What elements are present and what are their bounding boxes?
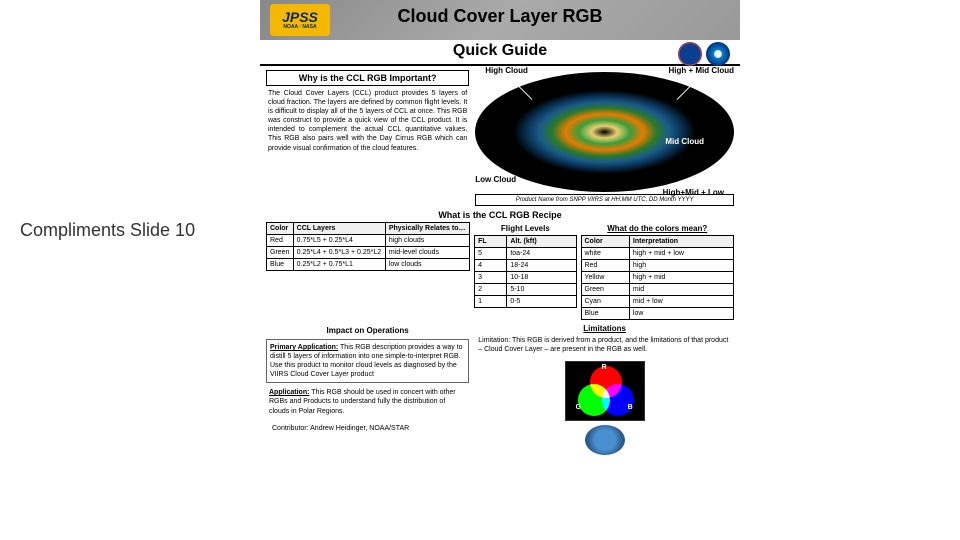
table-row: Yellowhigh + mid xyxy=(581,272,734,284)
mid-tables: Color CCL Layers Physically Relates to… … xyxy=(260,222,740,320)
subtitle: Quick Guide xyxy=(260,40,740,64)
table-row: FLAlt. (kft) xyxy=(475,236,576,248)
header: JPSS NOAA · NASA Cloud Cover Layer RGB Q… xyxy=(260,0,740,66)
table-row: 25-10 xyxy=(475,284,576,296)
recipe-table: Color CCL Layers Physically Relates to… … xyxy=(266,222,470,271)
ann-high-mid-cloud: High + Mid Cloud xyxy=(668,66,734,75)
table-row: whitehigh + mid + low xyxy=(581,248,734,260)
app-box: Application: This RGB should be used in … xyxy=(266,385,469,418)
rgb-venn-diagram: R G B xyxy=(565,361,645,421)
lim-header: Limitations xyxy=(475,324,734,333)
table-row: Color CCL Layers Physically Relates to… xyxy=(267,223,470,235)
ann-high-mid-low: High+Mid + Low xyxy=(663,188,724,197)
table-row: Cyanmid + low xyxy=(581,296,734,308)
ann-mid-cloud: Mid Cloud xyxy=(665,137,704,146)
table-row: Blue0.25*L2 + 0.75*L1low clouds xyxy=(267,259,470,271)
flight-header: Flight Levels xyxy=(474,222,576,235)
flight-table: FLAlt. (kft) 5toa-24 418-24 310-18 25-10… xyxy=(474,235,576,308)
arrow-icon xyxy=(677,85,692,100)
table-row: 10-5 xyxy=(475,296,576,308)
lower-right: Limitations Limitation: This RGB is deri… xyxy=(475,324,734,459)
header-bg: JPSS NOAA · NASA Cloud Cover Layer RGB xyxy=(260,0,740,40)
colors-wrap: What do the colors mean? ColorInterpreta… xyxy=(581,222,735,320)
flight-wrap: Flight Levels FLAlt. (kft) 5toa-24 418-2… xyxy=(474,222,576,320)
ann-low-cloud: Low Cloud xyxy=(475,175,516,184)
colors-header: What do the colors mean? xyxy=(581,222,735,235)
globe-image: Mid Cloud xyxy=(475,72,734,192)
cimss-logo-icon xyxy=(585,425,625,455)
recipe-table-wrap: Color CCL Layers Physically Relates to… … xyxy=(266,222,470,320)
table-row: 5toa-24 xyxy=(475,248,576,260)
content-area: JPSS NOAA · NASA Cloud Cover Layer RGB Q… xyxy=(260,0,740,540)
colors-table: ColorInterpretation whitehigh + mid + lo… xyxy=(581,235,735,320)
why-header: Why is the CCL RGB Important? xyxy=(266,70,469,86)
slide-note: Compliments Slide 10 xyxy=(20,220,195,241)
col-right: High Cloud High + Mid Cloud Mid Cloud Lo… xyxy=(475,70,734,206)
table-row: Green0.25*L4 + 0.5*L3 + 0.25*L2mid-level… xyxy=(267,247,470,259)
col-left: Why is the CCL RGB Important? The Cloud … xyxy=(266,70,469,206)
table-row: Bluelow xyxy=(581,308,734,320)
venn-blue-circle xyxy=(602,384,634,416)
nasa-logo-icon xyxy=(678,42,702,66)
page-title: Cloud Cover Layer RGB xyxy=(260,0,740,29)
main-grid: Why is the CCL RGB Important? The Cloud … xyxy=(260,70,740,206)
slide: Compliments Slide 10 JPSS NOAA · NASA Cl… xyxy=(0,0,960,540)
ann-high-cloud: High Cloud xyxy=(485,66,528,75)
jpss-logo: JPSS NOAA · NASA xyxy=(270,4,330,36)
table-row: 310-18 xyxy=(475,272,576,284)
impact-header: Impact on Operations xyxy=(266,324,469,337)
lower-section: Impact on Operations Primary Application… xyxy=(260,320,740,463)
noaa-logo-icon xyxy=(706,42,730,66)
table-row: Red0.75*L5 + 0.25*L4high clouds xyxy=(267,235,470,247)
contributor: Contributor: Andrew Heidinger, NOAA/STAR xyxy=(266,421,469,436)
table-row: Greenmid xyxy=(581,284,734,296)
arrow-icon xyxy=(518,85,533,100)
table-row: ColorInterpretation xyxy=(581,236,734,248)
why-text: The Cloud Cover Layers (CCL) product pro… xyxy=(266,86,469,156)
lower-left: Impact on Operations Primary Application… xyxy=(266,324,469,459)
agency-logos xyxy=(678,42,730,66)
right-tables: Flight Levels FLAlt. (kft) 5toa-24 418-2… xyxy=(474,222,734,320)
table-row: 418-24 xyxy=(475,260,576,272)
primary-app-box: Primary Application: This RGB descriptio… xyxy=(266,339,469,383)
lim-text: Limitation: This RGB is derived from a p… xyxy=(475,333,734,357)
recipe-header: What is the CCL RGB Recipe xyxy=(260,206,740,222)
table-row: Redhigh xyxy=(581,260,734,272)
